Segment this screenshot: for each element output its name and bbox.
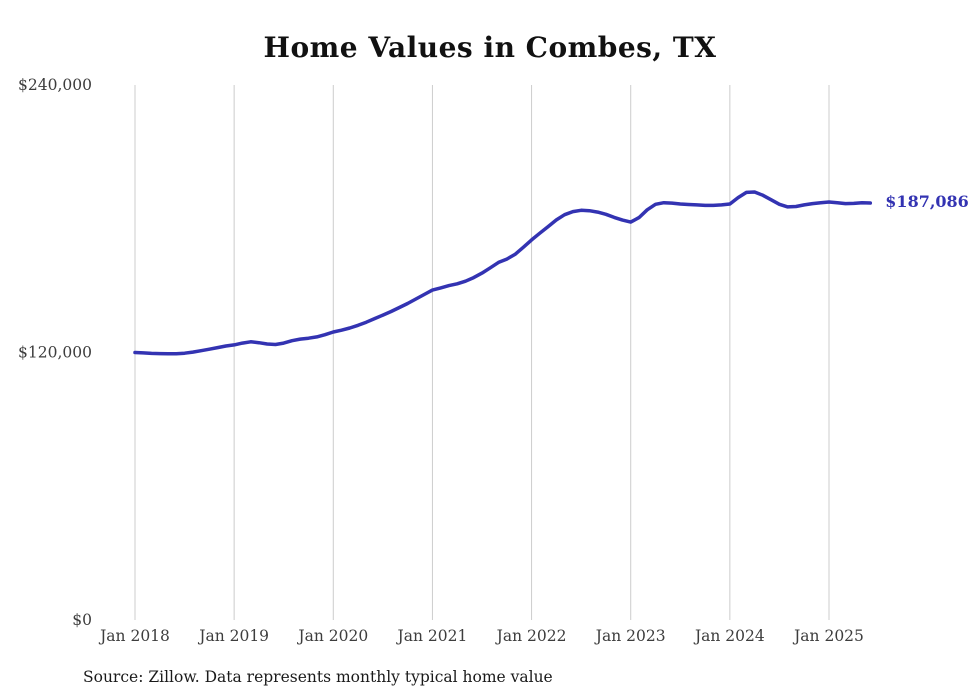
y-tick-label: $120,000 <box>18 344 92 362</box>
y-tick-label: $0 <box>72 611 92 629</box>
x-tick-label: Jan 2021 <box>396 627 468 645</box>
x-tick-label: Jan 2020 <box>296 627 368 645</box>
x-tick-label: Jan 2025 <box>792 627 864 645</box>
x-tick-label: Jan 2022 <box>495 627 567 645</box>
chart-title: Home Values in Combes, TX <box>263 31 717 64</box>
x-tick-label: Jan 2019 <box>197 627 269 645</box>
x-tick-label: Jan 2024 <box>693 627 765 645</box>
end-value-label: $187,086 <box>885 191 969 211</box>
y-tick-label: $240,000 <box>18 76 92 94</box>
x-tick-label: Jan 2023 <box>594 627 666 645</box>
x-tick-label: Jan 2018 <box>98 627 170 645</box>
source-note: Source: Zillow. Data represents monthly … <box>83 668 553 686</box>
value-line <box>133 190 873 356</box>
